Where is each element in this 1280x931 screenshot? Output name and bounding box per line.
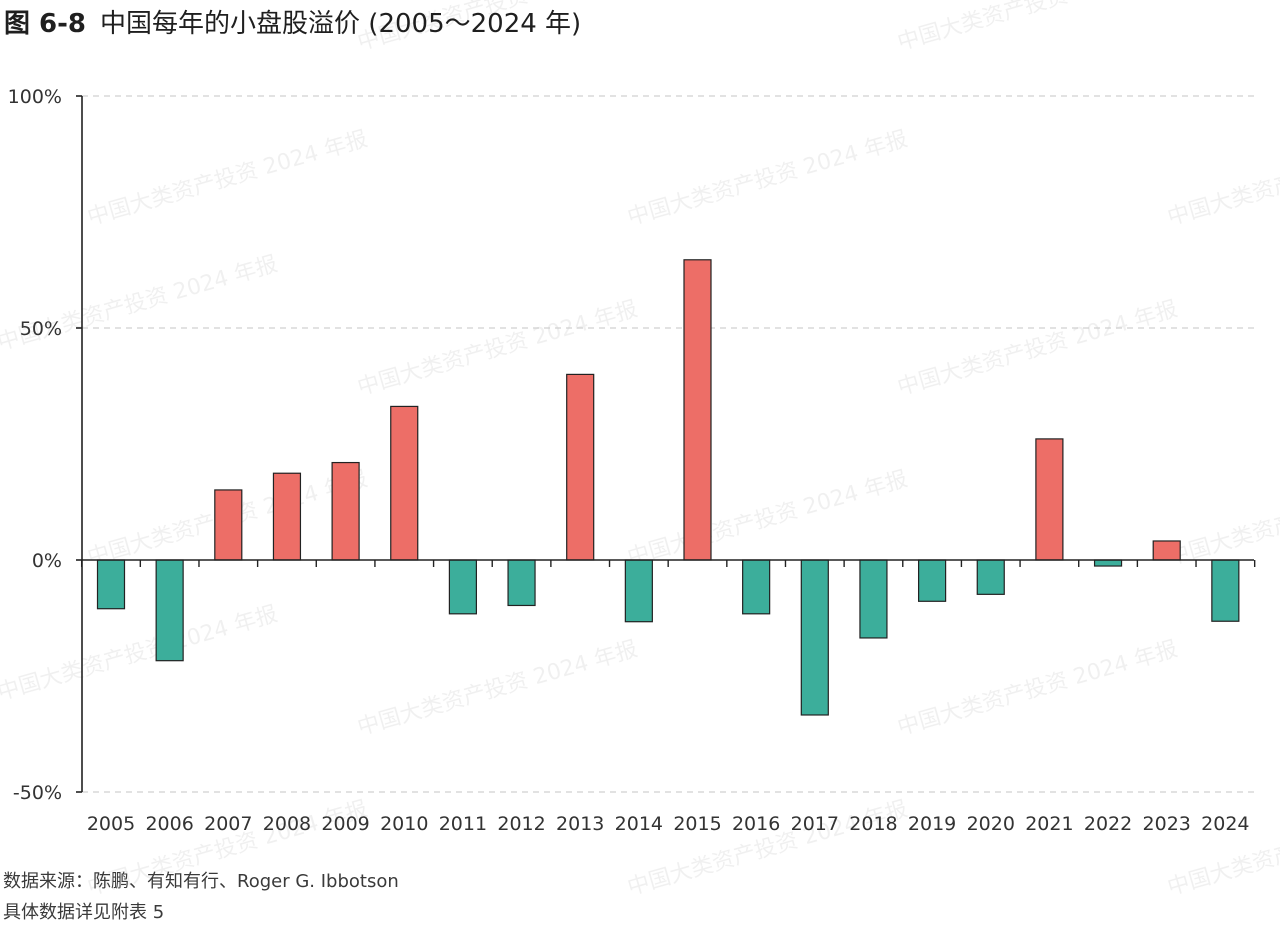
bar-2021	[1035, 438, 1064, 561]
watermark-text: 中国大类资产投资 2024 年报	[1165, 467, 1280, 571]
bar-2011	[448, 559, 477, 615]
x-tick-label: 2013	[556, 813, 604, 835]
gridlines	[82, 95, 1254, 793]
bar-2019	[917, 559, 947, 602]
x-tick-label: 2007	[204, 813, 252, 835]
bar-2005	[96, 559, 126, 610]
figure-title: 中国每年的小盘股溢价 (2005～2024 年)	[100, 9, 582, 39]
x-tick-label: 2023	[1143, 813, 1191, 835]
watermark-layer: 中国大类资产投资 2024 年报 中国大类资产投资 2024 年报中国大类资产投资…	[0, 0, 1280, 901]
bar-2022	[1093, 559, 1123, 567]
watermark-text: 中国大类资产投资 2024 年报	[355, 297, 641, 401]
y-tick-labels: -50% 0% 50% 100%	[8, 86, 62, 804]
x-tick-label: 2021	[1025, 813, 1073, 835]
bar-2023	[1152, 540, 1181, 561]
x-tick-label: 2024	[1201, 813, 1249, 835]
x-tick-label: 2019	[908, 813, 956, 835]
watermark-text: 中国大类资产投资 2024 年报	[0, 252, 280, 356]
bar-2016	[742, 559, 771, 615]
bar-2013	[566, 373, 595, 561]
x-tick-labels: 2005 2006 2007 2008 2009 2010 2011 2012 2013 2014…	[87, 813, 1250, 835]
watermark-text: 中国大类资产投资 2024 年报	[1165, 127, 1280, 231]
bar-2015	[683, 259, 712, 561]
bar-2007	[214, 489, 243, 561]
y-tick-label: -50%	[13, 782, 62, 804]
watermark-text: 中国大类资产投资 2024 年报	[895, 637, 1181, 741]
bar-2012	[507, 559, 536, 607]
x-tick-label: 2018	[849, 813, 897, 835]
watermark-text: 中国大类资产投资 2024 年报	[625, 127, 911, 231]
bar-2008	[272, 472, 302, 561]
source-note: 数据来源：陈鹏、有知有行、Roger G. Ibbotson	[3, 871, 399, 892]
bar-2018	[859, 559, 888, 639]
y-tick-label: 50%	[20, 318, 62, 340]
watermark-text: 中国大类资产投资 2024 年报	[895, 0, 1181, 56]
x-tick-label: 2014	[615, 813, 663, 835]
x-tick-label: 2006	[145, 813, 193, 835]
x-tick-label: 2022	[1084, 813, 1132, 835]
x-tick-label: 2015	[673, 813, 721, 835]
y-tick-label: 0%	[32, 550, 62, 572]
figure-number: 图 6-8	[4, 9, 87, 39]
x-tick-label: 2009	[321, 813, 369, 835]
bar-2020	[976, 559, 1005, 595]
axes	[76, 95, 1256, 793]
x-tick-label: 2011	[439, 813, 487, 835]
x-tick-label: 2020	[967, 813, 1015, 835]
watermark-text: 中国大类资产投资 2024 年报	[895, 297, 1181, 401]
x-tick-label: 2017	[791, 813, 839, 835]
x-tick-label: 2012	[497, 813, 545, 835]
x-tick-label: 2010	[380, 813, 428, 835]
watermark-text: 中国大类资产投资 2024 年报	[355, 637, 641, 741]
bar-2017	[800, 559, 829, 716]
bar-2014	[624, 559, 653, 623]
x-tick-label: 2005	[87, 813, 135, 835]
x-tick-label: 2016	[732, 813, 780, 835]
bar-2010	[390, 405, 419, 561]
bar-2024	[1211, 559, 1240, 622]
bar-2009	[331, 461, 360, 561]
watermark-text: 中国大类资产投资 2024 年报	[625, 467, 911, 571]
watermark-text: 中国大类资产投资 2024 年报	[85, 127, 371, 231]
y-tick-label: 100%	[8, 86, 62, 108]
x-tick-label: 2008	[263, 813, 311, 835]
watermark-text: 中国大类资产投资 2024 年报	[0, 602, 280, 706]
chart-title: 图 6-8 中国每年的小盘股溢价 (2005～2024 年)	[4, 6, 581, 42]
appendix-note: 具体数据详见附表 5	[3, 902, 165, 923]
bar-2006	[155, 559, 184, 662]
watermark-text: 中国大类资产投资 2024 年报	[355, 0, 641, 56]
